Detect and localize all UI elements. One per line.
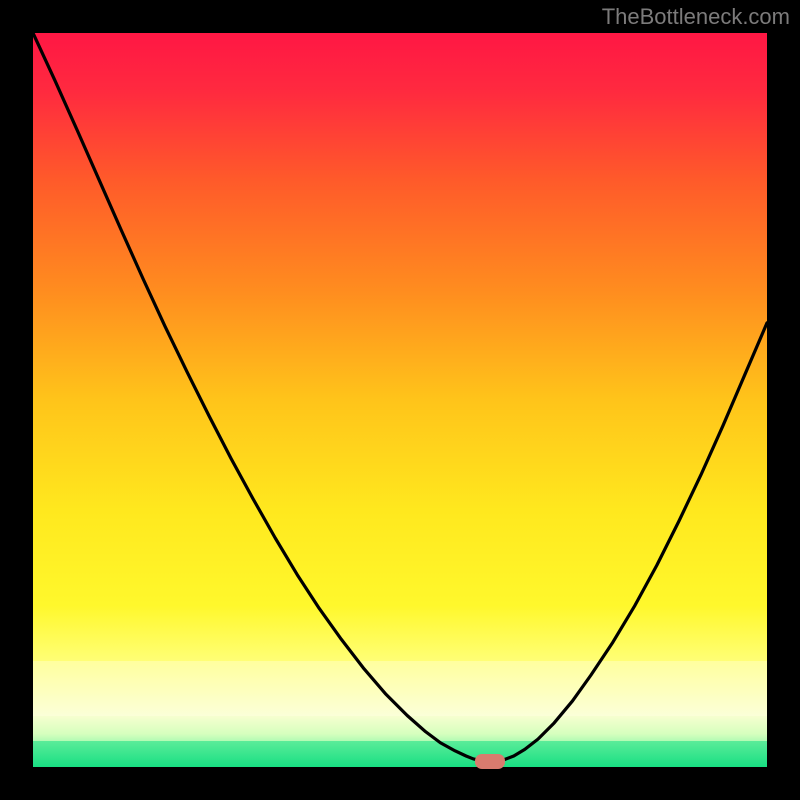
- optimum-marker: [475, 754, 505, 769]
- chart-container: TheBottleneck.com: [0, 0, 800, 800]
- plot-area: [33, 33, 767, 767]
- bottleneck-curve: [33, 33, 767, 767]
- attribution-label: TheBottleneck.com: [602, 4, 790, 30]
